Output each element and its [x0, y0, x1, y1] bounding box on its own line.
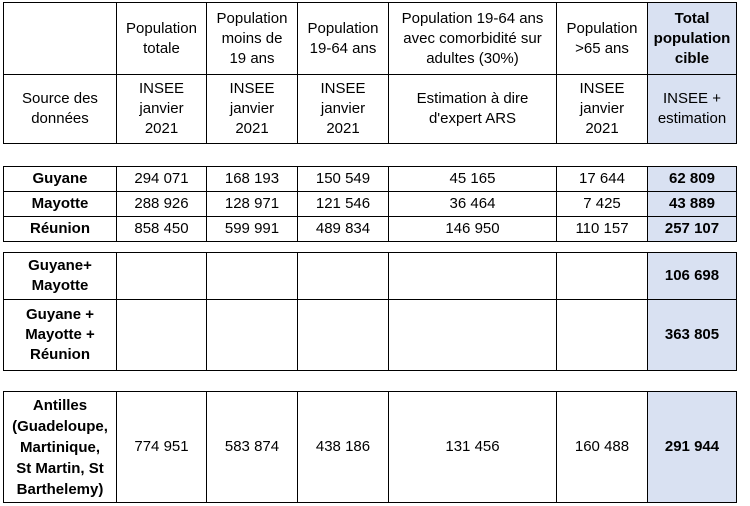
value-comorbidite: 146 950	[388, 216, 557, 242]
region-name: Guyane	[3, 166, 117, 192]
value-totale: 858 450	[116, 216, 207, 242]
regions-table: Guyane 294 071 168 193 150 549 45 165 17…	[3, 166, 737, 242]
value-total-cible: 363 805	[647, 299, 737, 371]
header-population-moins-19: Population moins de 19 ans	[206, 2, 298, 75]
antilles-name: Antilles (Guadeloupe, Martinique, St Mar…	[3, 391, 117, 503]
table-row: Guyane+ Mayotte 106 698	[3, 252, 737, 300]
value-comorbidite: 36 464	[388, 191, 557, 217]
value-total-cible: 62 809	[647, 166, 737, 192]
header-row: Population totale Population moins de 19…	[3, 2, 737, 75]
value-totale: 288 926	[116, 191, 207, 217]
table-row: Antilles (Guadeloupe, Martinique, St Mar…	[3, 391, 737, 503]
empty-cell	[297, 252, 389, 300]
header-population-19-64: Population 19-64 ans	[297, 2, 389, 75]
empty-cell	[388, 252, 557, 300]
combined-name: Guyane+ Mayotte	[3, 252, 117, 300]
empty-cell	[297, 299, 389, 371]
value-total-cible: 106 698	[647, 252, 737, 300]
value-moins-19: 128 971	[206, 191, 298, 217]
source-moins-19: INSEE janvier 2021	[206, 74, 298, 144]
sources-row: Source des données INSEE janvier 2021 IN…	[3, 74, 737, 144]
empty-cell	[116, 299, 207, 371]
value-65: 7 425	[556, 191, 648, 217]
table-row: Réunion 858 450 599 991 489 834 146 950 …	[3, 216, 737, 242]
header-table: Population totale Population moins de 19…	[3, 2, 737, 144]
source-label: Source des données	[3, 74, 117, 144]
value-moins-19: 583 874	[206, 391, 298, 503]
value-totale: 774 951	[116, 391, 207, 503]
table-row: Mayotte 288 926 128 971 121 546 36 464 7…	[3, 191, 737, 217]
value-19-64: 121 546	[297, 191, 389, 217]
header-population-totale: Population totale	[116, 2, 207, 75]
combined-name: Guyane + Mayotte + Réunion	[3, 299, 117, 371]
empty-cell	[206, 299, 298, 371]
header-empty-cell	[3, 2, 117, 75]
source-total: INSEE + estimation	[647, 74, 737, 144]
header-population-comorbidite: Population 19-64 ans avec comorbidité su…	[388, 2, 557, 75]
value-65: 160 488	[556, 391, 648, 503]
source-65: INSEE janvier 2021	[556, 74, 648, 144]
value-total-cible: 43 889	[647, 191, 737, 217]
empty-cell	[556, 299, 648, 371]
antilles-table: Antilles (Guadeloupe, Martinique, St Mar…	[3, 391, 737, 503]
value-19-64: 489 834	[297, 216, 389, 242]
value-comorbidite: 131 456	[388, 391, 557, 503]
value-total-cible: 291 944	[647, 391, 737, 503]
header-total-population-cible: Total population cible	[647, 2, 737, 75]
empty-cell	[206, 252, 298, 300]
value-moins-19: 168 193	[206, 166, 298, 192]
table-row: Guyane 294 071 168 193 150 549 45 165 17…	[3, 166, 737, 192]
combined-table: Guyane+ Mayotte 106 698 Guyane + Mayotte…	[3, 252, 737, 371]
empty-cell	[388, 299, 557, 371]
value-65: 17 644	[556, 166, 648, 192]
value-moins-19: 599 991	[206, 216, 298, 242]
table-row: Guyane + Mayotte + Réunion 363 805	[3, 299, 737, 371]
value-comorbidite: 45 165	[388, 166, 557, 192]
region-name: Réunion	[3, 216, 117, 242]
source-comorbidite: Estimation à dire d'expert ARS	[388, 74, 557, 144]
source-19-64: INSEE janvier 2021	[297, 74, 389, 144]
value-totale: 294 071	[116, 166, 207, 192]
header-population-65: Population >65 ans	[556, 2, 648, 75]
source-totale: INSEE janvier 2021	[116, 74, 207, 144]
value-19-64: 438 186	[297, 391, 389, 503]
value-65: 110 157	[556, 216, 648, 242]
empty-cell	[116, 252, 207, 300]
region-name: Mayotte	[3, 191, 117, 217]
value-19-64: 150 549	[297, 166, 389, 192]
empty-cell	[556, 252, 648, 300]
value-total-cible: 257 107	[647, 216, 737, 242]
